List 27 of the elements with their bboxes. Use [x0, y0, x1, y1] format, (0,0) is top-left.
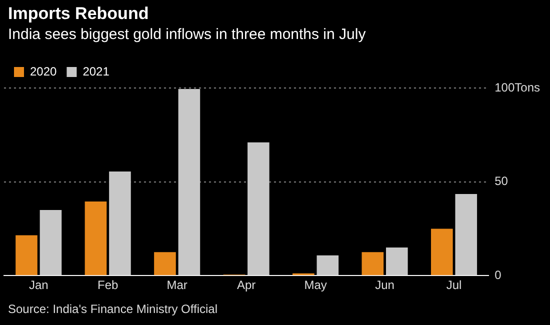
bar [386, 247, 408, 276]
bar [40, 210, 62, 276]
bar [16, 235, 38, 276]
bar [154, 252, 176, 276]
bar [84, 202, 107, 276]
legend-label: 2021 [82, 64, 110, 78]
chart-title: Imports Rebound [8, 4, 149, 24]
x-tick-label: Jul [446, 278, 462, 292]
y-tick-label: 0 [494, 268, 502, 282]
x-tick-label: Mar [166, 278, 188, 292]
x-tick-label: May [304, 278, 327, 292]
bar [248, 142, 270, 276]
bar [316, 255, 339, 276]
x-tick-label: Apr [236, 278, 256, 292]
source-note: Source: India's Finance Ministry Official [8, 302, 218, 316]
bar [109, 171, 131, 276]
y-tick-label: 50 [494, 174, 508, 188]
x-tick-label: Jun [375, 278, 394, 292]
y-tick-label: 100Tons [494, 80, 540, 94]
x-tick-label: Feb [98, 278, 119, 292]
x-tick-label: Jan [28, 278, 48, 292]
chart-subtitle: India sees biggest gold inflows in three months in July [8, 26, 366, 43]
bar [178, 88, 200, 276]
bar [455, 194, 478, 276]
bar [362, 252, 384, 276]
bar [430, 228, 453, 276]
legend-label: 2020 [30, 64, 58, 78]
